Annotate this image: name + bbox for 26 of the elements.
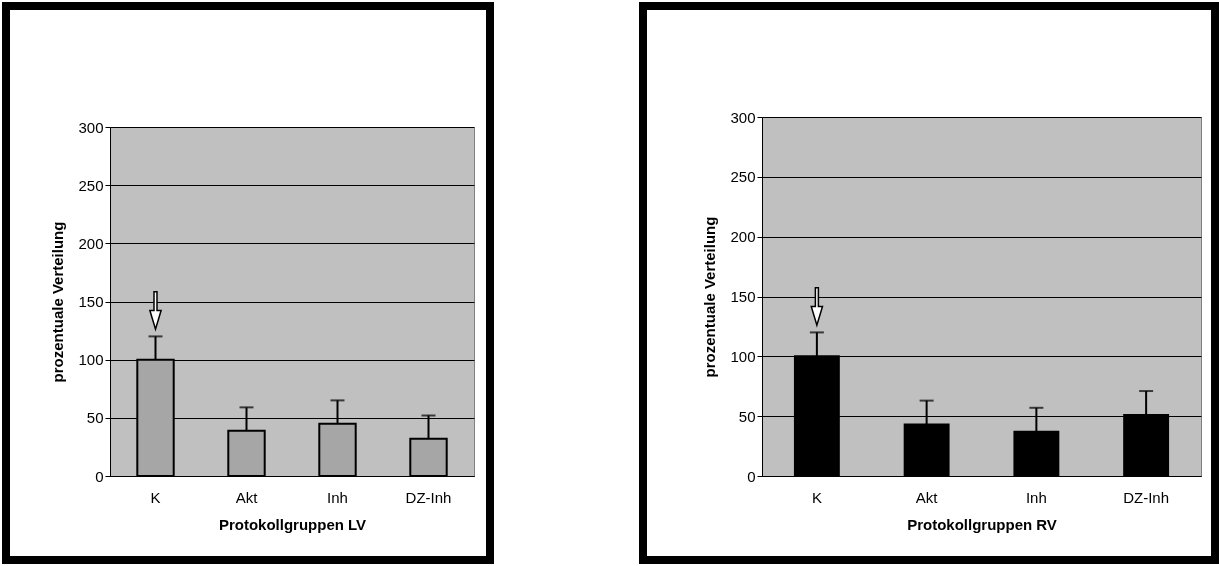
y-tick-label: 200 <box>78 234 104 252</box>
x-tick-label: Akt <box>235 488 259 506</box>
y-tick-label: 250 <box>78 176 104 194</box>
x-tick-label: Akt <box>915 488 939 506</box>
y-tick-label: 0 <box>95 467 104 485</box>
x-axis-title: Protokollgruppen LV <box>218 515 367 533</box>
x-tick-label: Inh <box>1025 488 1047 506</box>
x-tick-label: Inh <box>327 488 348 506</box>
x-tick-label: DZ-Inh <box>1123 488 1170 506</box>
y-tick-label: 0 <box>747 467 756 485</box>
y-tick-label: 250 <box>730 168 756 186</box>
x-tick-label: K <box>811 488 822 506</box>
y-tick-label: 300 <box>78 118 104 136</box>
y-tick-label: 50 <box>86 409 104 427</box>
x-axis-title: Protokollgruppen RV <box>907 515 1057 533</box>
y-tick-label: 150 <box>78 293 104 310</box>
y-tick-label: 200 <box>730 228 756 246</box>
x-tick-label: DZ-Inh <box>405 488 452 506</box>
x-tick-label: K <box>150 488 161 506</box>
y-axis-title: prozentuale Verteilung <box>49 221 67 383</box>
y-tick-label: 50 <box>738 407 756 425</box>
y-axis-title: prozentuale Verteilung <box>701 216 719 378</box>
y-tick-label: 100 <box>730 347 756 365</box>
y-tick-label: 300 <box>730 108 756 126</box>
y-tick-label: 100 <box>78 351 104 369</box>
y-tick-label: 150 <box>730 288 756 305</box>
